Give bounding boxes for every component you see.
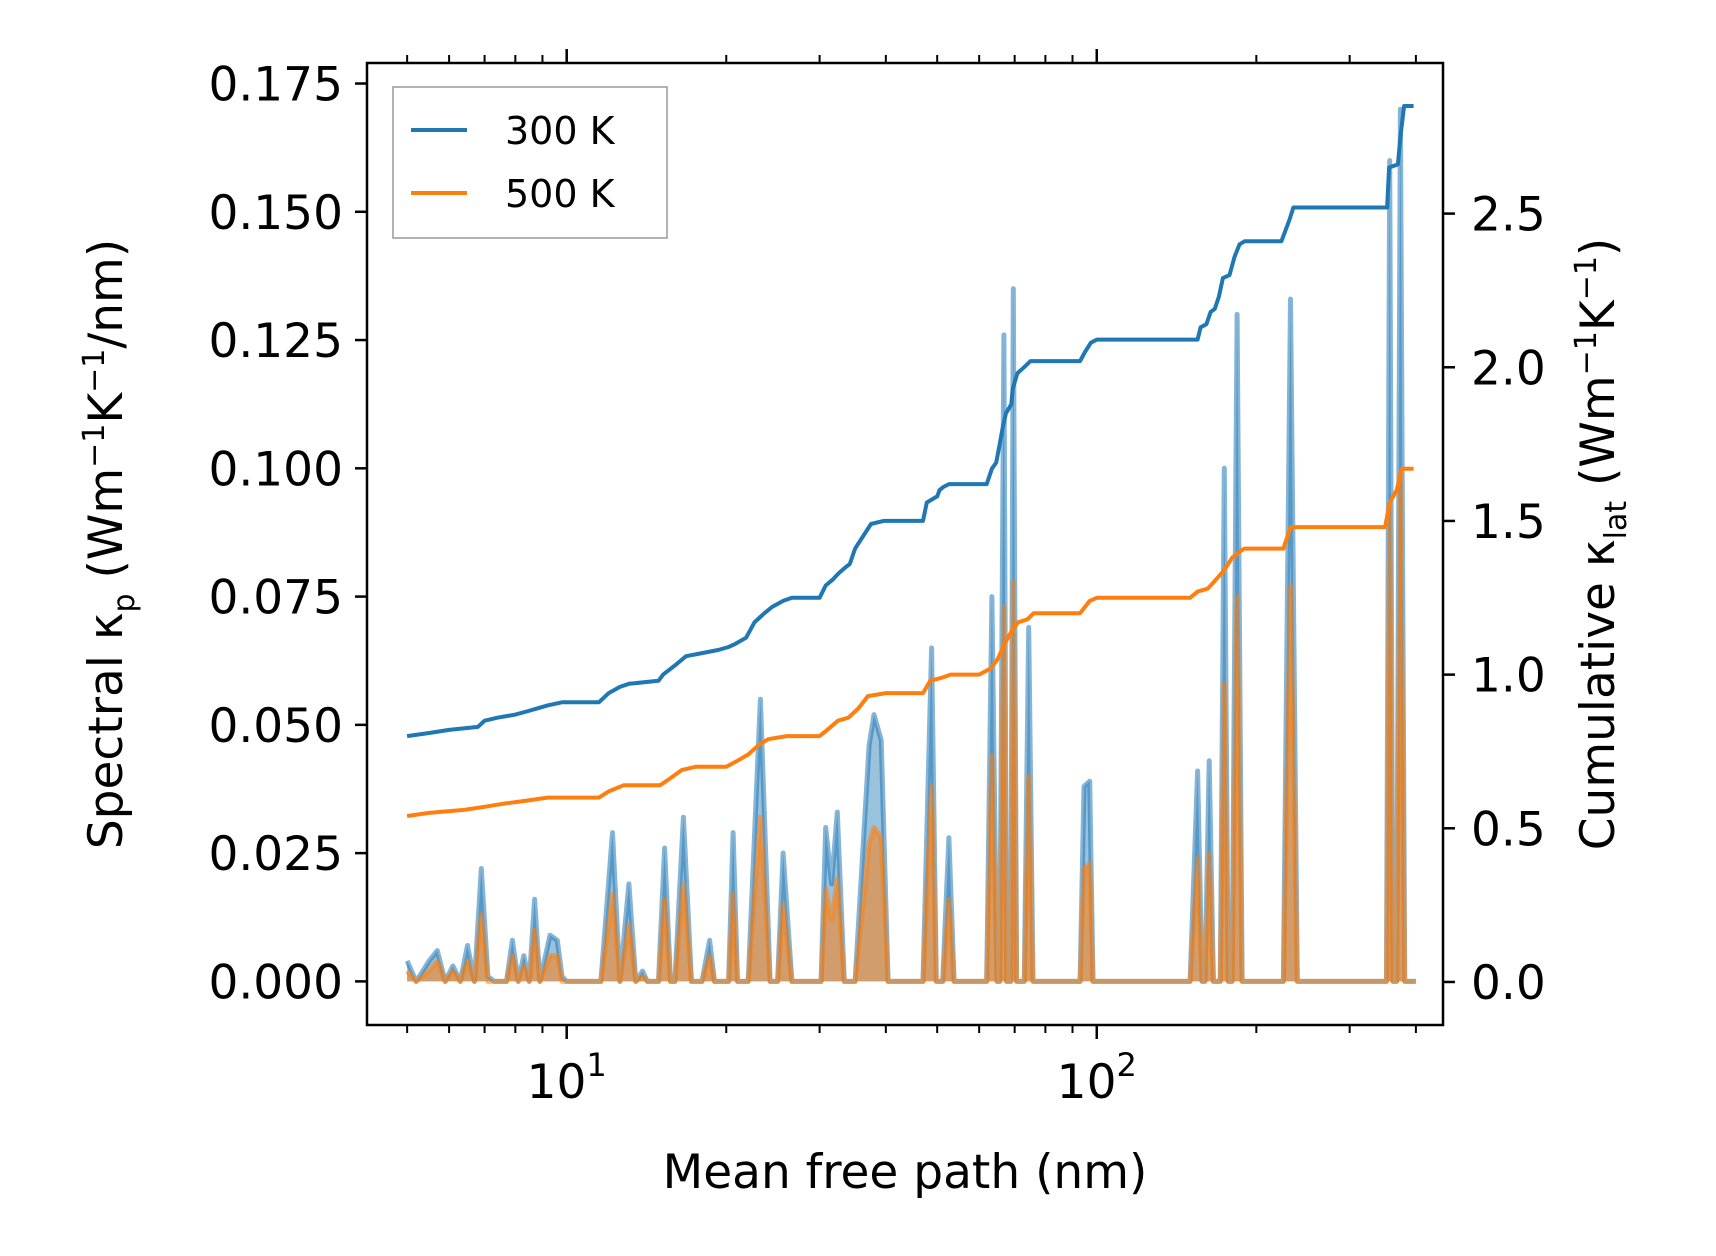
y-tick-label-right: 0.5: [1471, 802, 1546, 857]
plot-frame: [365, 61, 1445, 1027]
y-tick-label-left: 0.175: [208, 58, 343, 113]
y-tick-label-left: 0.025: [208, 827, 343, 882]
y-tick-label-left: 0.050: [208, 699, 343, 754]
y-tick-label-left: 0.000: [208, 955, 343, 1010]
legend-label-500k: 500 K: [505, 172, 616, 216]
y-axis-label-left: Spectral κp (Wm−1K−1/nm): [77, 239, 142, 849]
plot-area: [404, 104, 1416, 984]
legend-box: [392, 86, 668, 239]
y-tick-label-right: 2.5: [1471, 188, 1546, 243]
y-tick-label-left: 0.125: [208, 314, 343, 369]
x-axis-label: Mean free path (nm): [663, 1145, 1148, 1200]
x-tick-label: 102: [1057, 1046, 1137, 1110]
y-axis-label-right: Cumulative κlat (Wm−1K−1): [1569, 238, 1634, 851]
spectral-line-300k: [404, 106, 1416, 984]
spectral-line-500k: [405, 471, 1416, 984]
legend-label-300k: 300 K: [505, 109, 616, 153]
y-tick-label-right: 0.0: [1471, 956, 1546, 1011]
ticks-layer: 0.000 0.025 0.050 0.075 0.100 0.125 0.150 0.175…: [208, 49, 1546, 1110]
x-tick-label: 101: [527, 1046, 607, 1110]
y-tick-label-left: 0.100: [208, 442, 343, 497]
cumulative-line-300k: [406, 104, 1414, 739]
y-tick-label-left: 0.150: [208, 186, 343, 241]
series-layer: [404, 104, 1416, 984]
y-tick-label-left: 0.075: [208, 571, 343, 626]
cumulative-line-500k: [406, 466, 1414, 818]
y-tick-label-right: 1.0: [1471, 649, 1546, 704]
y-tick-label-right: 1.5: [1471, 495, 1546, 550]
legend: 300 K 500 K: [392, 86, 668, 239]
y-tick-label-right: 2.0: [1471, 341, 1546, 396]
